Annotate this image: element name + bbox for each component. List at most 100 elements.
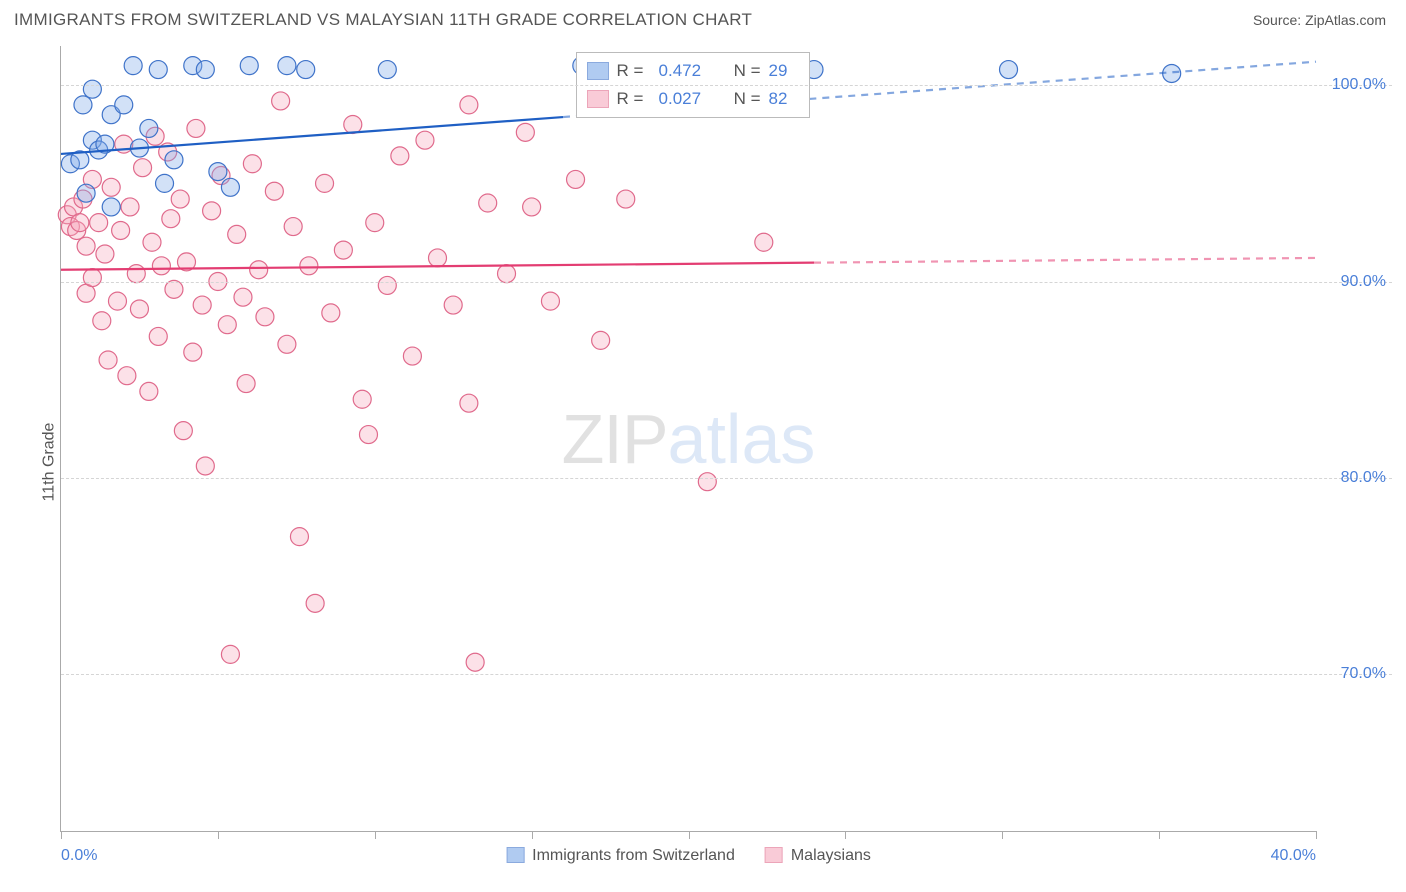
data-point: [221, 645, 239, 663]
data-point: [403, 347, 421, 365]
legend-n-label: N =: [727, 89, 761, 109]
data-point: [102, 198, 120, 216]
data-point: [498, 265, 516, 283]
x-tick: [61, 831, 62, 839]
data-point: [243, 155, 261, 173]
x-tick-label: 0.0%: [61, 847, 97, 865]
gridline-h: [61, 85, 1392, 86]
data-point: [130, 300, 148, 318]
data-point: [121, 198, 139, 216]
data-point: [209, 163, 227, 181]
data-point: [93, 312, 111, 330]
y-axis-label: 11th Grade: [40, 423, 58, 502]
data-point: [77, 237, 95, 255]
data-point: [479, 194, 497, 212]
data-point: [378, 61, 396, 79]
data-point: [278, 57, 296, 75]
data-point: [256, 308, 274, 326]
data-point: [541, 292, 559, 310]
data-point: [165, 151, 183, 169]
data-point: [322, 304, 340, 322]
x-tick: [845, 831, 846, 839]
data-point: [516, 123, 534, 141]
y-tick-label: 100.0%: [1332, 76, 1386, 94]
data-point: [237, 375, 255, 393]
data-point: [152, 257, 170, 275]
data-point: [460, 96, 478, 114]
data-point: [174, 422, 192, 440]
legend-r-label: R =: [617, 89, 651, 109]
data-point: [162, 210, 180, 228]
data-point: [140, 382, 158, 400]
data-point: [108, 292, 126, 310]
data-point: [134, 159, 152, 177]
data-point: [143, 233, 161, 251]
series-legend: Immigrants from Switzerland Malaysians: [506, 847, 871, 865]
x-tick: [1316, 831, 1317, 839]
data-point: [196, 61, 214, 79]
data-point: [234, 288, 252, 306]
legend-n-value: 29: [769, 61, 799, 81]
data-point: [359, 426, 377, 444]
data-point: [240, 57, 258, 75]
data-point: [171, 190, 189, 208]
data-point: [250, 261, 268, 279]
data-point: [90, 214, 108, 232]
data-point: [755, 233, 773, 251]
data-point: [221, 178, 239, 196]
y-tick-label: 80.0%: [1341, 469, 1386, 487]
data-point: [184, 343, 202, 361]
data-point: [297, 61, 315, 79]
x-tick: [1002, 831, 1003, 839]
x-tick: [689, 831, 690, 839]
data-point: [83, 269, 101, 287]
legend-row: R =0.472N =29: [587, 57, 799, 85]
data-point: [460, 394, 478, 412]
x-tick: [375, 831, 376, 839]
data-point: [156, 174, 174, 192]
gridline-h: [61, 282, 1392, 283]
legend-r-value: 0.027: [659, 89, 719, 109]
data-point: [71, 214, 89, 232]
y-tick-label: 70.0%: [1341, 665, 1386, 683]
data-point: [334, 241, 352, 259]
data-point: [83, 80, 101, 98]
data-point: [284, 218, 302, 236]
data-point: [96, 245, 114, 263]
data-point: [316, 174, 334, 192]
data-point: [466, 653, 484, 671]
legend-r-value: 0.472: [659, 61, 719, 81]
data-point: [149, 61, 167, 79]
data-point: [278, 335, 296, 353]
legend-n-value: 82: [769, 89, 799, 109]
data-point: [698, 473, 716, 491]
data-point: [193, 296, 211, 314]
data-point: [344, 116, 362, 134]
x-tick: [532, 831, 533, 839]
plot-svg: [61, 46, 1316, 831]
legend-row: R = 0.027 N = 82: [587, 85, 799, 113]
data-point: [218, 316, 236, 334]
trend-line: [61, 117, 563, 154]
data-point: [187, 119, 205, 137]
data-point: [102, 178, 120, 196]
data-point: [1000, 61, 1018, 79]
source-label: Source: ZipAtlas.com: [1253, 12, 1386, 28]
data-point: [306, 594, 324, 612]
legend-item: Malaysians: [765, 847, 871, 865]
data-point: [391, 147, 409, 165]
data-point: [149, 327, 167, 345]
chart-title: IMMIGRANTS FROM SWITZERLAND VS MALAYSIAN…: [14, 10, 752, 30]
data-point: [567, 170, 585, 188]
data-point: [416, 131, 434, 149]
data-point: [124, 57, 142, 75]
data-point: [74, 96, 92, 114]
data-point: [115, 96, 133, 114]
data-point: [99, 351, 117, 369]
data-point: [444, 296, 462, 314]
data-point: [353, 390, 371, 408]
data-point: [77, 184, 95, 202]
data-point: [378, 276, 396, 294]
legend-swatch: [765, 847, 783, 863]
legend-item: Immigrants from Switzerland: [506, 847, 735, 865]
